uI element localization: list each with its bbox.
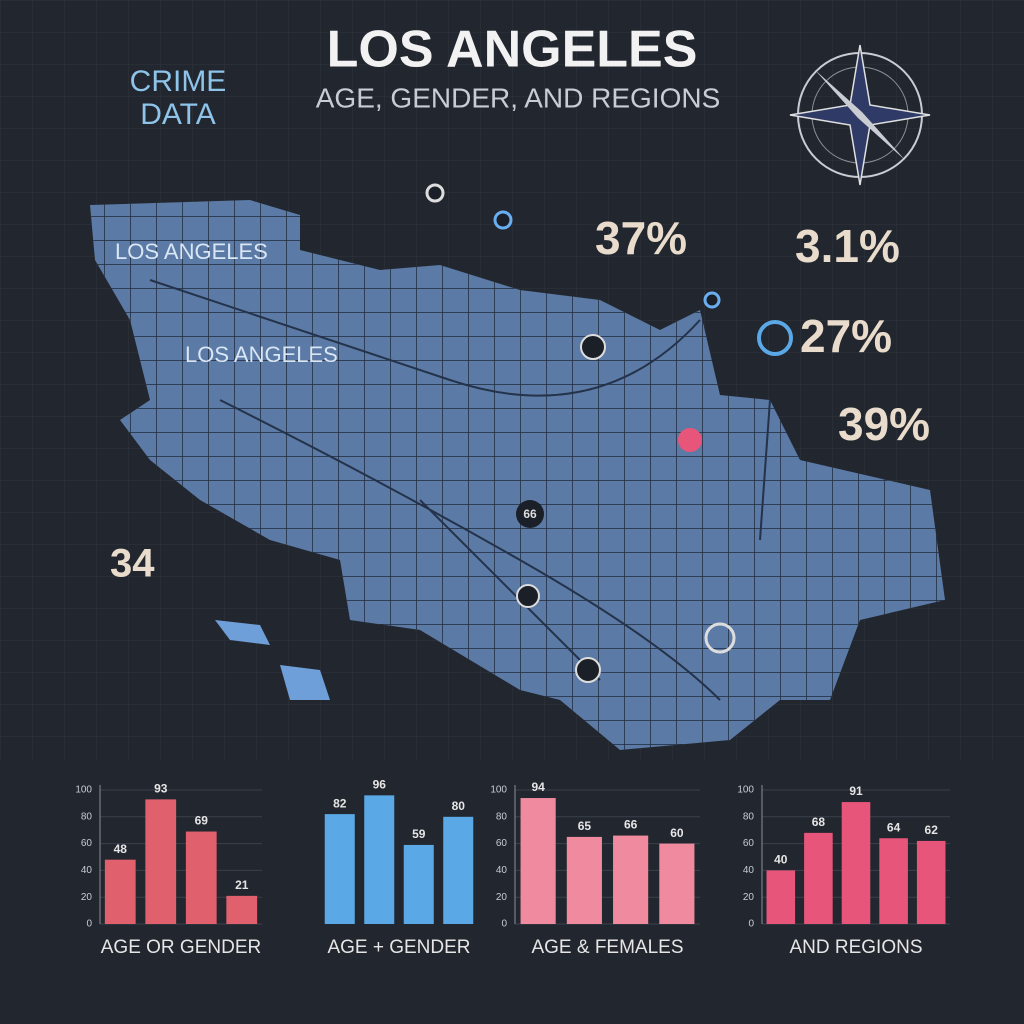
marker — [703, 291, 721, 309]
marker — [493, 210, 513, 230]
chart-title: AGE OR GENDER — [101, 937, 261, 958]
map-roads — [149, 279, 771, 701]
y-tick-label: 40 — [81, 865, 93, 876]
value-label: 93 — [154, 782, 168, 796]
bar — [185, 831, 217, 924]
title: LOS ANGELES — [327, 21, 698, 79]
map-label: LOS ANGELES — [185, 342, 338, 367]
bar — [566, 836, 602, 924]
compass — [789, 44, 931, 186]
bar — [804, 832, 833, 924]
value-label: 40 — [774, 853, 788, 867]
chart-title: AGE + GENDER — [327, 937, 470, 958]
value-label: 96 — [373, 778, 387, 792]
stat: 34 — [110, 542, 155, 586]
value-label: 68 — [812, 815, 826, 829]
map: 66 — [90, 183, 945, 750]
marker — [516, 584, 540, 608]
stat: 3.1% — [795, 220, 900, 272]
y-tick-label: 40 — [496, 865, 508, 876]
marker — [704, 622, 736, 654]
badge-line: DATA — [140, 98, 216, 131]
y-tick-label: 0 — [748, 919, 754, 930]
y-tick-label: 60 — [496, 838, 508, 849]
bar — [324, 814, 355, 924]
y-tick-label: 0 — [501, 919, 507, 930]
value-label: 65 — [578, 819, 592, 833]
y-tick-label: 100 — [490, 785, 507, 796]
value-label: 69 — [195, 814, 209, 828]
value-label: 59 — [412, 827, 426, 841]
bar — [916, 840, 946, 924]
y-tick-label: 20 — [496, 892, 508, 903]
y-tick-label: 60 — [81, 838, 93, 849]
value-label: 48 — [114, 842, 128, 856]
bar — [226, 895, 258, 924]
y-tick-label: 60 — [743, 838, 755, 849]
y-tick-label: 80 — [81, 811, 93, 822]
bar — [145, 799, 177, 924]
marker — [575, 657, 601, 683]
value-label: 21 — [235, 878, 249, 892]
ring-marker — [757, 320, 793, 356]
value-label: 62 — [925, 823, 939, 837]
marker — [580, 334, 606, 360]
y-tick-label: 100 — [75, 785, 92, 796]
y-tick-label: 20 — [81, 892, 93, 903]
y-tick-label: 80 — [743, 811, 755, 822]
y-tick-label: 100 — [737, 785, 754, 796]
islands — [215, 620, 330, 700]
subtitle: AGE, GENDER, AND REGIONS — [316, 82, 721, 113]
bar — [443, 816, 474, 924]
stat: 37% — [595, 212, 687, 264]
value-label: 80 — [452, 799, 466, 813]
y-tick-label: 20 — [743, 892, 755, 903]
value-label: 60 — [670, 826, 684, 840]
value-label: 64 — [887, 820, 901, 834]
stat: 39% — [838, 398, 930, 450]
marker — [425, 183, 445, 203]
chart-title: AGE & FEMALES — [531, 937, 683, 958]
bar — [879, 838, 908, 924]
bar — [104, 859, 136, 924]
chart-title: AND REGIONS — [789, 937, 922, 958]
marker — [516, 500, 544, 528]
bar — [613, 835, 649, 924]
bar — [841, 802, 871, 924]
bar — [520, 798, 556, 924]
value-label: 66 — [624, 818, 638, 832]
bar — [403, 844, 434, 924]
bar — [659, 843, 695, 924]
marker-label: 66 — [523, 507, 537, 521]
y-tick-label: 0 — [86, 919, 92, 930]
badge-line: CRIME — [130, 65, 227, 98]
y-tick-label: 80 — [496, 811, 508, 822]
charts: 0 20 40 60 80 100 48 93 69 21 AGE OR GENDER 82 96 59 8… — [75, 778, 950, 958]
map-label: LOS ANGELES — [115, 239, 268, 264]
bar — [766, 870, 796, 924]
bar — [364, 795, 395, 924]
y-tick-label: 40 — [743, 865, 755, 876]
marker — [678, 428, 702, 452]
map-grid — [90, 200, 945, 750]
value-label: 82 — [333, 796, 347, 810]
value-label: 91 — [849, 784, 863, 798]
value-label: 94 — [531, 780, 545, 794]
stat: 27% — [800, 310, 892, 362]
